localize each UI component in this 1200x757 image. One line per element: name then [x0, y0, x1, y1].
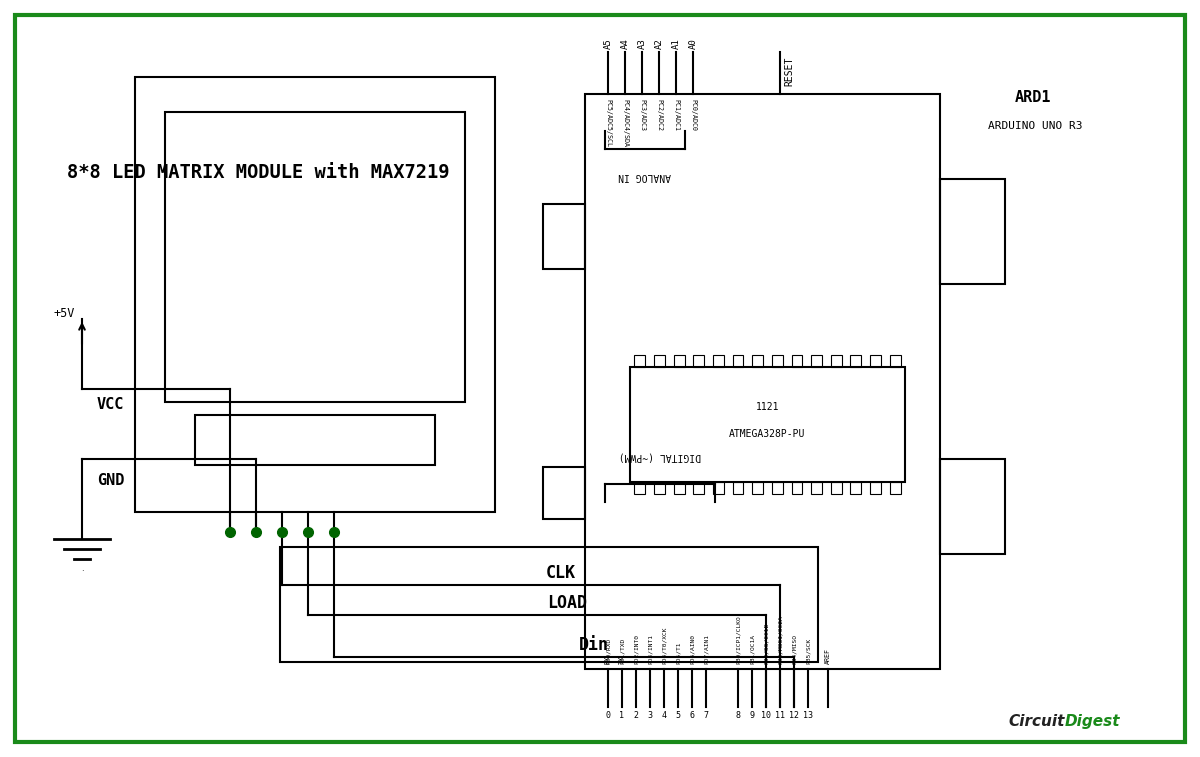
Bar	[194, 415, 434, 465]
Text: PD2/INT0: PD2/INT0	[634, 634, 638, 664]
Bar	[542, 204, 586, 269]
Text: RX: RX	[605, 656, 611, 664]
Text: PD7/AIN1: PD7/AIN1	[703, 634, 708, 664]
Bar	[635, 482, 646, 494]
Text: PD3/INT1: PD3/INT1	[648, 634, 653, 664]
Bar	[772, 482, 782, 494]
Bar	[940, 459, 1004, 554]
Text: PD6/AIN0: PD6/AIN0	[690, 634, 695, 664]
Text: PD5/T1: PD5/T1	[676, 641, 680, 664]
Text: PC2/ADC2: PC2/ADC2	[656, 99, 662, 131]
Bar	[940, 179, 1004, 284]
Text: 4: 4	[661, 711, 666, 720]
Bar	[870, 482, 881, 494]
Text: PC4/ADC4/SDA: PC4/ADC4/SDA	[622, 99, 628, 147]
Text: VCC: VCC	[97, 397, 125, 412]
Text: 7: 7	[703, 711, 708, 720]
Text: GND: GND	[97, 473, 125, 488]
Text: ANALOG IN: ANALOG IN	[618, 171, 672, 181]
Bar	[280, 547, 818, 662]
Text: PC3/ADC3: PC3/ADC3	[640, 99, 646, 131]
Bar	[792, 482, 803, 494]
Text: 11: 11	[775, 711, 785, 720]
Bar	[654, 482, 665, 494]
Text: A2: A2	[654, 39, 664, 49]
Bar	[772, 355, 782, 367]
Text: TX: TX	[619, 656, 625, 664]
Bar	[694, 482, 704, 494]
Bar	[694, 355, 704, 367]
Bar	[630, 367, 905, 482]
Bar	[889, 482, 900, 494]
Text: RESET: RESET	[784, 57, 794, 86]
Text: PB4/MISO: PB4/MISO	[792, 634, 797, 664]
Bar	[713, 355, 724, 367]
Text: A5: A5	[604, 39, 612, 49]
Text: Circuit: Circuit	[1009, 714, 1066, 729]
Text: +5V: +5V	[54, 307, 76, 320]
Bar	[654, 355, 665, 367]
Text: 0: 0	[606, 711, 611, 720]
Bar	[733, 355, 744, 367]
Bar	[752, 355, 763, 367]
Text: PC0/ADC0: PC0/ADC0	[690, 99, 696, 131]
Text: 6: 6	[690, 711, 695, 720]
Text: 1: 1	[619, 711, 624, 720]
Bar	[134, 77, 496, 512]
Text: 2: 2	[634, 711, 638, 720]
Bar	[851, 482, 862, 494]
Text: A1: A1	[672, 39, 680, 49]
Bar	[811, 355, 822, 367]
Text: Din: Din	[580, 636, 610, 654]
Text: 3: 3	[648, 711, 653, 720]
Text: PC5/ADC5/SCL: PC5/ADC5/SCL	[605, 99, 611, 147]
Bar	[713, 482, 724, 494]
Bar	[851, 355, 862, 367]
Text: PB3/MOSI/OC2A: PB3/MOSI/OC2A	[778, 615, 782, 664]
Text: Digest: Digest	[1066, 714, 1121, 729]
Text: PD0/RXD: PD0/RXD	[606, 637, 611, 664]
Bar	[889, 355, 900, 367]
Text: PD4/T0/XCK: PD4/T0/XCK	[661, 627, 666, 664]
Text: A3: A3	[637, 39, 647, 49]
Bar	[733, 482, 744, 494]
Text: ARD1: ARD1	[1015, 90, 1051, 105]
Text: 12: 12	[790, 711, 799, 720]
Bar	[635, 355, 646, 367]
Bar	[811, 482, 822, 494]
Bar	[542, 467, 586, 519]
Bar	[673, 355, 684, 367]
Bar	[673, 482, 684, 494]
Text: PB5/SCK: PB5/SCK	[805, 637, 810, 664]
Text: 9: 9	[750, 711, 755, 720]
Text: 13: 13	[803, 711, 814, 720]
Text: PD1/TXD: PD1/TXD	[619, 637, 624, 664]
Bar	[870, 355, 881, 367]
Text: PC1/ADC1: PC1/ADC1	[673, 99, 679, 131]
Text: AREF: AREF	[826, 648, 830, 664]
Text: A0: A0	[689, 39, 697, 49]
Text: 5: 5	[676, 711, 680, 720]
Bar	[830, 482, 841, 494]
Text: ATMEGA328P-PU: ATMEGA328P-PU	[730, 428, 805, 438]
Text: A4: A4	[620, 39, 630, 49]
Bar	[586, 94, 940, 669]
Text: 8: 8	[736, 711, 740, 720]
Text: .: .	[80, 564, 83, 573]
Bar	[166, 112, 466, 402]
Bar	[752, 482, 763, 494]
Bar	[792, 355, 803, 367]
Bar	[830, 355, 841, 367]
Text: PB2/SS/OC1B: PB2/SS/OC1B	[763, 623, 768, 664]
Text: PB0/ICP1/CLKO: PB0/ICP1/CLKO	[736, 615, 740, 664]
Text: DIGITAL (~PWM): DIGITAL (~PWM)	[619, 452, 701, 462]
Text: LOAD: LOAD	[547, 594, 587, 612]
Text: 1121: 1121	[756, 401, 779, 412]
Text: PB1/OC1A: PB1/OC1A	[750, 634, 755, 664]
Text: 8*8 LED MATRIX MODULE with MAX7219: 8*8 LED MATRIX MODULE with MAX7219	[67, 163, 450, 182]
Text: CLK: CLK	[546, 564, 576, 582]
Text: ARDUINO UNO R3: ARDUINO UNO R3	[988, 121, 1082, 131]
Text: 10: 10	[761, 711, 772, 720]
